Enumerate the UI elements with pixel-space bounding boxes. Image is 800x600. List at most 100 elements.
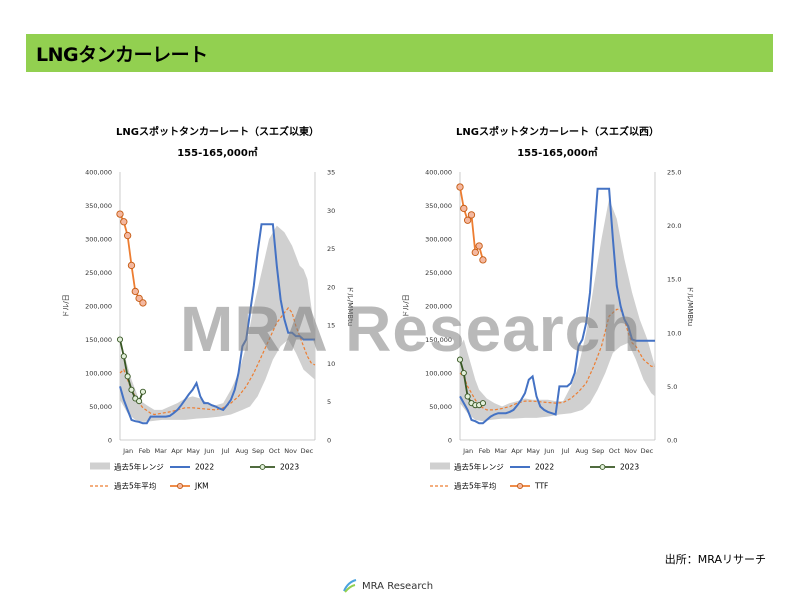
legend-label-2023: 2023 xyxy=(620,463,639,472)
price-series-point xyxy=(471,248,479,257)
footer-logo: MRA Research xyxy=(342,578,433,594)
y-tick-label: 150,000 xyxy=(425,336,452,344)
range-band xyxy=(120,225,315,422)
series-2023-point xyxy=(136,398,143,405)
y-axis-label: ドル/日 xyxy=(62,294,70,317)
y-tick-label: 50,000 xyxy=(89,403,112,411)
x-tick-label: Jan xyxy=(462,447,473,455)
legend-swatch-range xyxy=(90,462,110,470)
price-series-point xyxy=(135,294,143,302)
range-band xyxy=(460,198,655,422)
x-tick-label: Nov xyxy=(624,447,637,455)
y-tick-label: 250,000 xyxy=(425,269,452,277)
price-series-point xyxy=(456,183,464,191)
price-series-line xyxy=(119,213,144,304)
series-2023-point xyxy=(128,386,135,393)
series-2022-line xyxy=(119,223,315,425)
x-tick-label: May xyxy=(526,447,540,455)
series-2023-point xyxy=(460,369,467,377)
source-note: 出所：MRAリサーチ xyxy=(664,553,766,566)
x-tick-label: Mar xyxy=(154,447,167,455)
y-tick-label: 200,000 xyxy=(85,303,112,311)
price-series-point xyxy=(479,256,487,264)
watermark: MRA Research xyxy=(180,293,642,365)
y-tick-label: 400,000 xyxy=(85,169,112,177)
x-tick-label: Jun xyxy=(543,447,554,455)
x-tick-label: Feb xyxy=(479,447,491,455)
y-tick-label: 0 xyxy=(108,437,112,445)
series-2023-point xyxy=(124,373,131,380)
y-tick-label: 400,000 xyxy=(425,169,452,177)
y-tick-label: 100,000 xyxy=(425,370,452,378)
legend-label-2022: 2022 xyxy=(195,463,214,472)
legend-marker-2023 xyxy=(259,464,266,470)
y2-tick-label: 15 xyxy=(327,322,335,330)
y-tick-label: 200,000 xyxy=(425,303,452,311)
y-axis-label: ドル/日 xyxy=(402,294,410,317)
series-2023-point xyxy=(479,400,486,407)
y-tick-label: 50,000 xyxy=(429,403,452,411)
y2-tick-label: 20.0 xyxy=(667,222,681,230)
y-tick-label: 350,000 xyxy=(85,202,112,210)
y2-tick-label: 10 xyxy=(327,360,335,368)
series-2023-point xyxy=(456,356,464,363)
chart-west: LNGスポットタンカーレート（スエズ以西） 155-165,000㎥ 0 50,000… xyxy=(402,125,694,491)
y-tick-label: 350,000 xyxy=(425,202,452,210)
legend-swatch-range xyxy=(430,462,450,470)
y2-tick-label: 15.0 xyxy=(667,276,681,284)
y2-axis-label: ドル/MMBtu xyxy=(686,286,694,326)
x-tick-label: Sep xyxy=(592,447,604,455)
legend-label-price: JKM xyxy=(194,482,209,491)
y2-tick-label: 20 xyxy=(327,283,335,291)
price-series-point xyxy=(475,242,483,250)
title-bar: LNGタンカーレート xyxy=(26,34,773,72)
series-2023-point xyxy=(464,393,471,400)
x-tick-label: Oct xyxy=(269,447,281,455)
series-2023-point xyxy=(139,388,146,395)
x-tick-label: Jul xyxy=(561,447,570,455)
x-tick-label: Apr xyxy=(511,447,523,455)
legend-label-avg: 過去5年平均 xyxy=(114,481,156,491)
y2-tick-label: 25.0 xyxy=(667,169,681,177)
price-series-point xyxy=(460,204,468,213)
x-tick-label: Aug xyxy=(576,447,589,455)
price-series-point xyxy=(127,261,136,270)
y2-tick-label: 10.0 xyxy=(667,329,681,337)
chart-east: LNGスポットタンカーレート（スエズ以東） 155-165,000㎥ 0 50,000… xyxy=(62,125,354,491)
price-series-point xyxy=(139,299,147,307)
chart-title: LNGスポットタンカーレート（スエズ以西） xyxy=(456,125,659,138)
chart-title: LNGスポットタンカーレート（スエズ以東） xyxy=(116,125,319,138)
y2-tick-label: 5.0 xyxy=(667,383,677,391)
x-tick-label: Feb xyxy=(139,447,151,455)
y-tick-label: 150,000 xyxy=(85,336,112,344)
price-series-point xyxy=(463,216,472,224)
legend-label-range: 過去5年レンジ xyxy=(454,462,504,472)
x-tick-label: Aug xyxy=(236,447,249,455)
legend-label-2023: 2023 xyxy=(280,463,299,472)
y2-tick-label: 25 xyxy=(327,245,335,253)
y-tick-label: 0 xyxy=(448,437,452,445)
price-series-point xyxy=(467,211,476,219)
legend-marker-price xyxy=(176,482,184,490)
series-avg-line xyxy=(459,308,655,411)
legend-marker-2023 xyxy=(599,464,606,470)
x-tick-label: Jul xyxy=(221,447,230,455)
series-2023-point xyxy=(120,353,127,360)
price-series-point xyxy=(120,218,128,226)
footer-logo-text: MRA Research xyxy=(362,580,434,592)
x-tick-label: Dec xyxy=(301,447,314,455)
legend-marker-price xyxy=(516,482,524,490)
mra-logo-icon xyxy=(343,579,357,593)
price-series-point xyxy=(131,287,139,296)
chart-subtitle: 155-165,000㎥ xyxy=(177,146,258,159)
legend-label-range: 過去5年レンジ xyxy=(114,462,164,472)
x-tick-label: Sep xyxy=(252,447,264,455)
y-tick-label: 300,000 xyxy=(85,236,112,244)
y2-tick-label: 0 xyxy=(327,437,331,445)
x-tick-label: May xyxy=(186,447,200,455)
y2-tick-label: 5 xyxy=(327,398,331,406)
x-tick-label: Nov xyxy=(284,447,297,455)
y-tick-label: 250,000 xyxy=(85,269,112,277)
legend-label-avg: 過去5年平均 xyxy=(454,481,496,491)
legend-label-price: TTF xyxy=(534,482,548,491)
